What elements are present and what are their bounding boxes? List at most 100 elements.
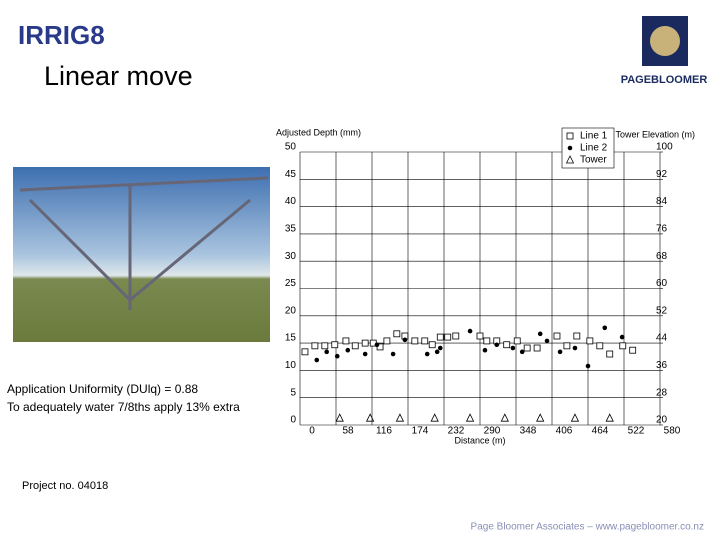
marker-square [361, 339, 369, 347]
note: To adequately water 7/8ths apply 13% ext… [7, 400, 240, 414]
legend-label: Tower [580, 155, 607, 166]
marker-dot [537, 331, 543, 337]
marker-square [321, 342, 329, 350]
x-tick-label: 464 [592, 426, 609, 437]
y-tick-label: 35 [285, 224, 297, 235]
marker-square [342, 337, 350, 345]
marker-triangle [395, 413, 405, 422]
marker-square [533, 344, 541, 352]
y-tick-label: 30 [285, 251, 297, 262]
marker-triangle [365, 413, 375, 422]
marker-dot [572, 345, 578, 351]
marker-square [436, 333, 444, 341]
y-axis-title: Adjusted Depth (mm) [276, 127, 361, 137]
marker-dot [585, 363, 591, 369]
marker-triangle [430, 413, 439, 422]
legend-label: Line 2 [580, 143, 608, 154]
marker-square [503, 341, 511, 349]
y2-tick-label: 100 [656, 142, 673, 153]
marker-dot [390, 351, 396, 357]
marker-square [331, 341, 339, 349]
project-number: Project no. 04018 [22, 480, 108, 492]
x-tick-label: 290 [484, 426, 501, 437]
x-tick-label: 116 [376, 426, 392, 437]
y-tick-label: 25 [285, 278, 297, 289]
marker-dot [467, 328, 473, 334]
marker-dot [567, 145, 573, 151]
marker-dot [424, 351, 430, 357]
marker-triangle [465, 413, 475, 422]
y2-tick-label: 68 [656, 251, 668, 262]
y2-tick-label: 28 [656, 387, 668, 398]
marker-square [513, 337, 521, 345]
marker-square [586, 337, 594, 345]
note: Application Uniformity (DUlq) = 0.88 [7, 382, 198, 396]
x-tick-label: 522 [628, 426, 645, 437]
pivot-structure [19, 176, 269, 310]
marker-dot [602, 325, 608, 331]
marker-square [596, 342, 604, 350]
x-tick-label: 58 [342, 426, 354, 437]
marker-dot [345, 347, 351, 353]
marker-dot [519, 349, 525, 355]
marker-square [421, 337, 429, 345]
logo-right: PAGEBLOOMER [621, 74, 708, 86]
footer: Page Bloomer Associates – www.pagebloome… [471, 522, 704, 533]
y2-tick-label: 44 [656, 333, 668, 344]
marker-dot [619, 334, 625, 340]
marker-square [452, 332, 460, 340]
marker-triangle [536, 413, 545, 422]
x-tick-label: 0 [309, 426, 315, 437]
x-tick-label: 232 [448, 426, 465, 437]
slide-title: Linear move [44, 61, 193, 91]
marker-square [444, 333, 452, 341]
marker-triangle [335, 413, 344, 422]
logo-left: IRRIG8 [18, 20, 105, 50]
marker-dot [544, 338, 550, 344]
marker-square [553, 332, 561, 340]
marker-triangle [605, 413, 614, 422]
marker-square [629, 346, 637, 354]
marker-square [523, 344, 531, 352]
marker-dot [334, 353, 340, 359]
marker-dot [482, 347, 488, 353]
marker-dot [494, 342, 500, 348]
marker-square [383, 337, 391, 345]
y-tick-label: 5 [290, 387, 296, 398]
marker-square [476, 332, 484, 340]
marker-square [619, 342, 627, 350]
y2-tick-label: 60 [656, 278, 668, 289]
marker-triangle [565, 155, 575, 164]
marker-square [566, 132, 574, 140]
marker-square [411, 337, 419, 345]
marker-square [573, 332, 581, 340]
legend-label: Line 1 [580, 131, 608, 142]
marker-dot [402, 337, 408, 343]
marker-dot [557, 349, 563, 355]
y2-tick-label: 52 [656, 305, 668, 316]
x-tick-label: 348 [520, 426, 537, 437]
y2-tick-label: 92 [656, 169, 668, 180]
marker-square [351, 342, 359, 350]
marker-square [428, 341, 436, 349]
marker-square [393, 330, 401, 338]
marker-dot [434, 349, 440, 355]
x-tick-label: 406 [556, 426, 573, 437]
y-tick-label: 15 [285, 333, 297, 344]
x-axis-title: Distance (m) [454, 435, 505, 445]
y2-axis-title: Tower Elevation (m) [615, 129, 695, 139]
marker-dot [362, 351, 368, 357]
y-tick-label: 40 [285, 196, 297, 207]
y-tick-label: 50 [285, 142, 297, 153]
y-tick-label: 10 [285, 360, 297, 371]
marker-triangle [570, 413, 580, 422]
photo [13, 167, 270, 342]
marker-triangle [500, 413, 509, 422]
marker-square [483, 337, 491, 345]
y2-tick-label: 20 [656, 415, 668, 426]
marker-dot [437, 345, 443, 351]
y2-tick-label: 36 [656, 360, 668, 371]
marker-square [606, 350, 614, 358]
